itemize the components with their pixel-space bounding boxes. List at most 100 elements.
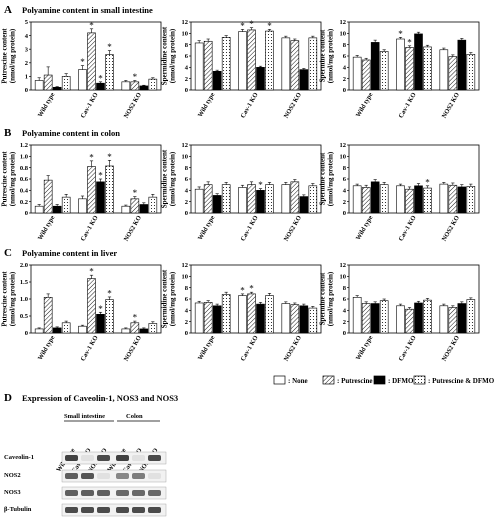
blot-row-label: Caveolin-1 xyxy=(4,454,34,461)
chart-6: 0 2 4 6 8 10 12 Spermine content(nmol/mg protei… xyxy=(319,142,480,243)
x-category-label: Wild type xyxy=(37,334,57,361)
bar-nos2-ko-none xyxy=(281,184,291,214)
chart-3: 0 2 4 6 8 10 12 Spermine content(nmol/mg protei… xyxy=(319,19,480,120)
y-tick-label: 4 xyxy=(185,308,189,315)
bar-nos2-ko-putrescine xyxy=(448,184,458,214)
bar-cav1-ko-putrescine-dfmo xyxy=(265,30,274,91)
y-tick-label: 0.8 xyxy=(20,165,29,172)
bar-cav1-ko-putrescine xyxy=(87,32,96,91)
bar-nos2-ko-putrescine xyxy=(130,81,140,91)
bar-wild-type-none xyxy=(352,296,362,334)
panel-letter-c: C xyxy=(4,247,12,259)
bar-wild-type-none xyxy=(34,80,44,91)
y-tick-label: 1.2 xyxy=(20,142,28,149)
bar-wild-type-putrescine-dfmo xyxy=(379,184,389,214)
significance-star: * xyxy=(98,73,103,83)
bar-wild-type-putrescine xyxy=(203,184,213,214)
panel-title-b: Polyamine content in colon xyxy=(22,128,120,138)
chart-2: 0 2 4 6 8 10 12 Spermidine content(nmol/mg prot… xyxy=(161,19,322,120)
bar-cav1-ko-putrescine-dfmo xyxy=(423,187,432,214)
bar-wild-type-none xyxy=(352,56,362,91)
panel-letter-d: D xyxy=(4,392,12,404)
bar-nos2-ko-putrescine-dfmo xyxy=(148,323,158,334)
bar-nos2-ko-putrescine-dfmo xyxy=(308,185,318,214)
y-tick-label: 1 xyxy=(25,74,28,81)
blot-band xyxy=(81,455,94,461)
x-category-label: Wild type xyxy=(197,91,217,118)
bar-cav1-ko-dfmo xyxy=(256,67,265,91)
x-category-label: Wild type xyxy=(355,214,375,241)
y-tick-label: 4 xyxy=(343,188,347,195)
bar-wild-type-putrescine-dfmo xyxy=(61,322,71,334)
x-category-label: Wild type xyxy=(355,91,375,118)
y-tick-label: 0.5 xyxy=(20,313,29,320)
blot-band xyxy=(81,490,94,496)
y-tick-label: 0 xyxy=(25,210,28,217)
x-category-label: Cav-1 KO xyxy=(239,92,259,120)
bar-cav1-ko-none xyxy=(238,31,247,91)
bar-nos2-ko-putrescine-dfmo xyxy=(308,307,318,334)
bar-nos2-ko-dfmo xyxy=(457,39,467,91)
bar-wild-type-putrescine xyxy=(43,179,53,214)
y-tick-label: 6 xyxy=(185,53,189,60)
bar-nos2-ko-putrescine xyxy=(448,307,458,334)
y-tick-label: 8 xyxy=(185,42,189,49)
y-axis-label: Spermidine content(nmol/mg protein) xyxy=(161,26,177,85)
significance-star: * xyxy=(249,19,254,29)
y-axis-label: Putrescine content(nmol/mg protein) xyxy=(1,271,17,327)
blot-band xyxy=(65,507,78,513)
bar-wild-type-dfmo xyxy=(212,71,222,91)
y-tick-label: 4 xyxy=(343,65,347,72)
x-category-label: Cav-1 KO xyxy=(239,215,259,243)
significance-star: * xyxy=(107,42,112,52)
blot-row-label: β-Tubulin xyxy=(4,506,32,513)
y-tick-label: 2 xyxy=(343,199,346,206)
y-tick-label: 8 xyxy=(343,42,347,49)
panel-title-d: Expression of Caveolin-1, NOS3 and NOS3 xyxy=(22,393,178,403)
x-category-label: NOS2 KO xyxy=(123,335,143,363)
bar-wild-type-none xyxy=(194,302,204,334)
bar-cav1-ko-putrescine xyxy=(87,278,96,334)
bar-wild-type-putrescine-dfmo xyxy=(379,300,389,334)
blot-band xyxy=(65,473,78,479)
y-tick-label: 0 xyxy=(25,87,28,94)
x-category-label: Cav-1 KO xyxy=(397,335,417,363)
bar-nos2-ko-putrescine-dfmo xyxy=(148,78,158,91)
y-tick-label: 8 xyxy=(185,165,189,172)
blot-band xyxy=(97,473,110,479)
y-tick-label: 10 xyxy=(182,154,189,161)
legend: : None : Putrescine : DFMO : Putrescine … xyxy=(273,375,495,385)
y-tick-label: 12 xyxy=(340,142,347,149)
bar-cav1-ko-dfmo xyxy=(414,302,423,334)
x-category-label: Cav-1 KO xyxy=(397,92,417,120)
panel-title-c: Polyamine content in liver xyxy=(22,248,117,258)
bar-nos2-ko-none xyxy=(439,183,449,214)
y-tick-label: 10 xyxy=(340,31,347,38)
blot-band xyxy=(132,490,145,496)
bar-wild-type-putrescine xyxy=(361,187,371,214)
x-category-label: NOS2 KO xyxy=(283,215,303,243)
y-tick-label: 0 xyxy=(185,210,188,217)
y-tick-label: 12 xyxy=(182,262,189,269)
blot-band xyxy=(97,490,110,496)
bar-nos2-ko-putrescine xyxy=(130,322,140,334)
bar-nos2-ko-putrescine xyxy=(290,181,300,214)
bar-wild-type-putrescine xyxy=(43,296,53,334)
bar-cav1-ko-none xyxy=(396,38,405,91)
bar-cav1-ko-dfmo xyxy=(414,33,423,91)
bar-nos2-ko-none xyxy=(439,305,449,334)
y-tick-label: 0 xyxy=(343,210,346,217)
plot-frame xyxy=(30,21,162,91)
bar-cav1-ko-none xyxy=(78,69,87,91)
significance-star: * xyxy=(267,21,272,31)
significance-star: * xyxy=(425,177,430,187)
bar-cav1-ko-putrescine-dfmo xyxy=(105,299,114,334)
bar-nos2-ko-putrescine xyxy=(448,56,458,91)
legend-swatch-putrescine-dfmo xyxy=(413,375,426,385)
y-axis-label: Putrescine content(nmol/mg protein) xyxy=(1,28,17,84)
significance-star: * xyxy=(107,152,112,162)
blot-band xyxy=(65,455,78,461)
x-category-label: NOS2 KO xyxy=(283,92,303,120)
y-tick-label: 2 xyxy=(343,76,346,83)
